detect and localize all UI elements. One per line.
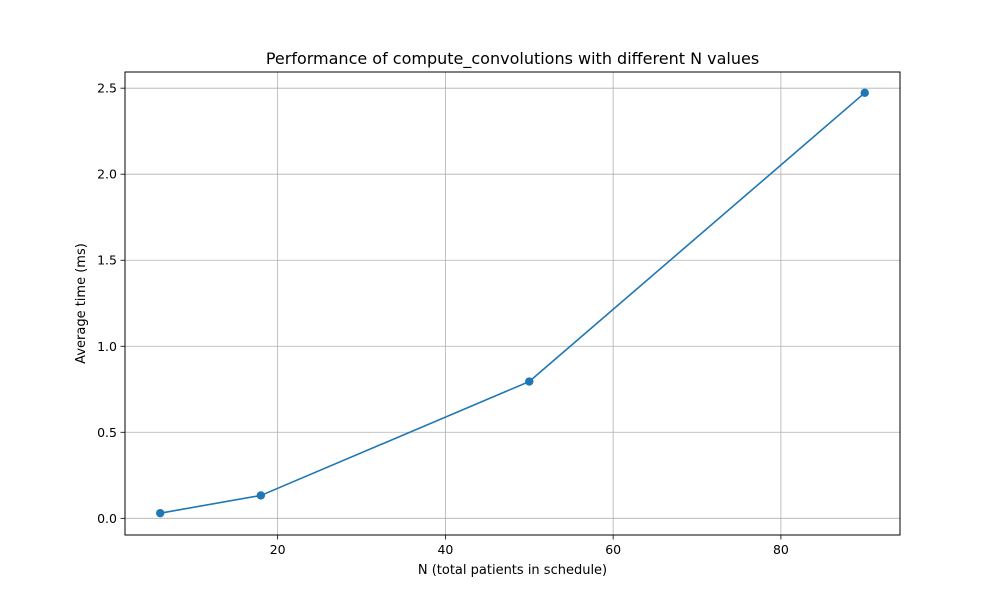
data-point [256, 491, 266, 500]
plot-frame [124, 71, 901, 536]
chart-title: Performance of compute_convolutions with… [266, 49, 759, 69]
x-tick-label: 40 [437, 542, 453, 557]
y-tick-label: 0.0 [97, 511, 117, 526]
x-tick-label: 20 [270, 542, 286, 557]
series-layer [156, 88, 869, 518]
series-line [160, 92, 866, 514]
y-tick-label: 1.5 [97, 253, 117, 268]
data-point [860, 88, 869, 98]
y-axis: 0.0 0.5 1.0 1.5 2.0 2.5 [97, 81, 125, 526]
y-tick-label: 2.0 [97, 167, 117, 182]
y-tick-label: 1.0 [97, 339, 117, 354]
x-axis: 20 40 60 80 [270, 535, 789, 557]
y-tick-label: 0.5 [97, 425, 117, 440]
y-axis-label: Average time (ms) [74, 243, 89, 364]
data-point [525, 377, 534, 386]
x-tick-label: 60 [605, 542, 621, 557]
y-tick-label: 2.5 [97, 81, 117, 96]
data-point [156, 508, 165, 518]
x-axis-label: N (total patients in schedule) [418, 563, 607, 578]
x-tick-label: 80 [773, 542, 789, 557]
